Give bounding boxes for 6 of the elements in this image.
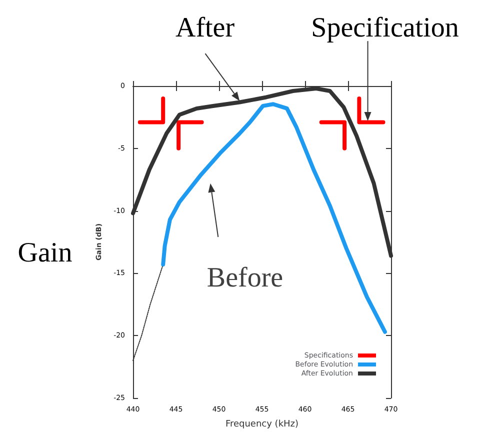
- text: After: [175, 12, 236, 44]
- text: Specification: [311, 12, 459, 44]
- annotation: Before: [206, 262, 284, 294]
- line-series: [161, 102, 387, 334]
- x-axis-title: Frequency (kHz): [225, 420, 299, 430]
- text: Gain: [18, 238, 72, 268]
